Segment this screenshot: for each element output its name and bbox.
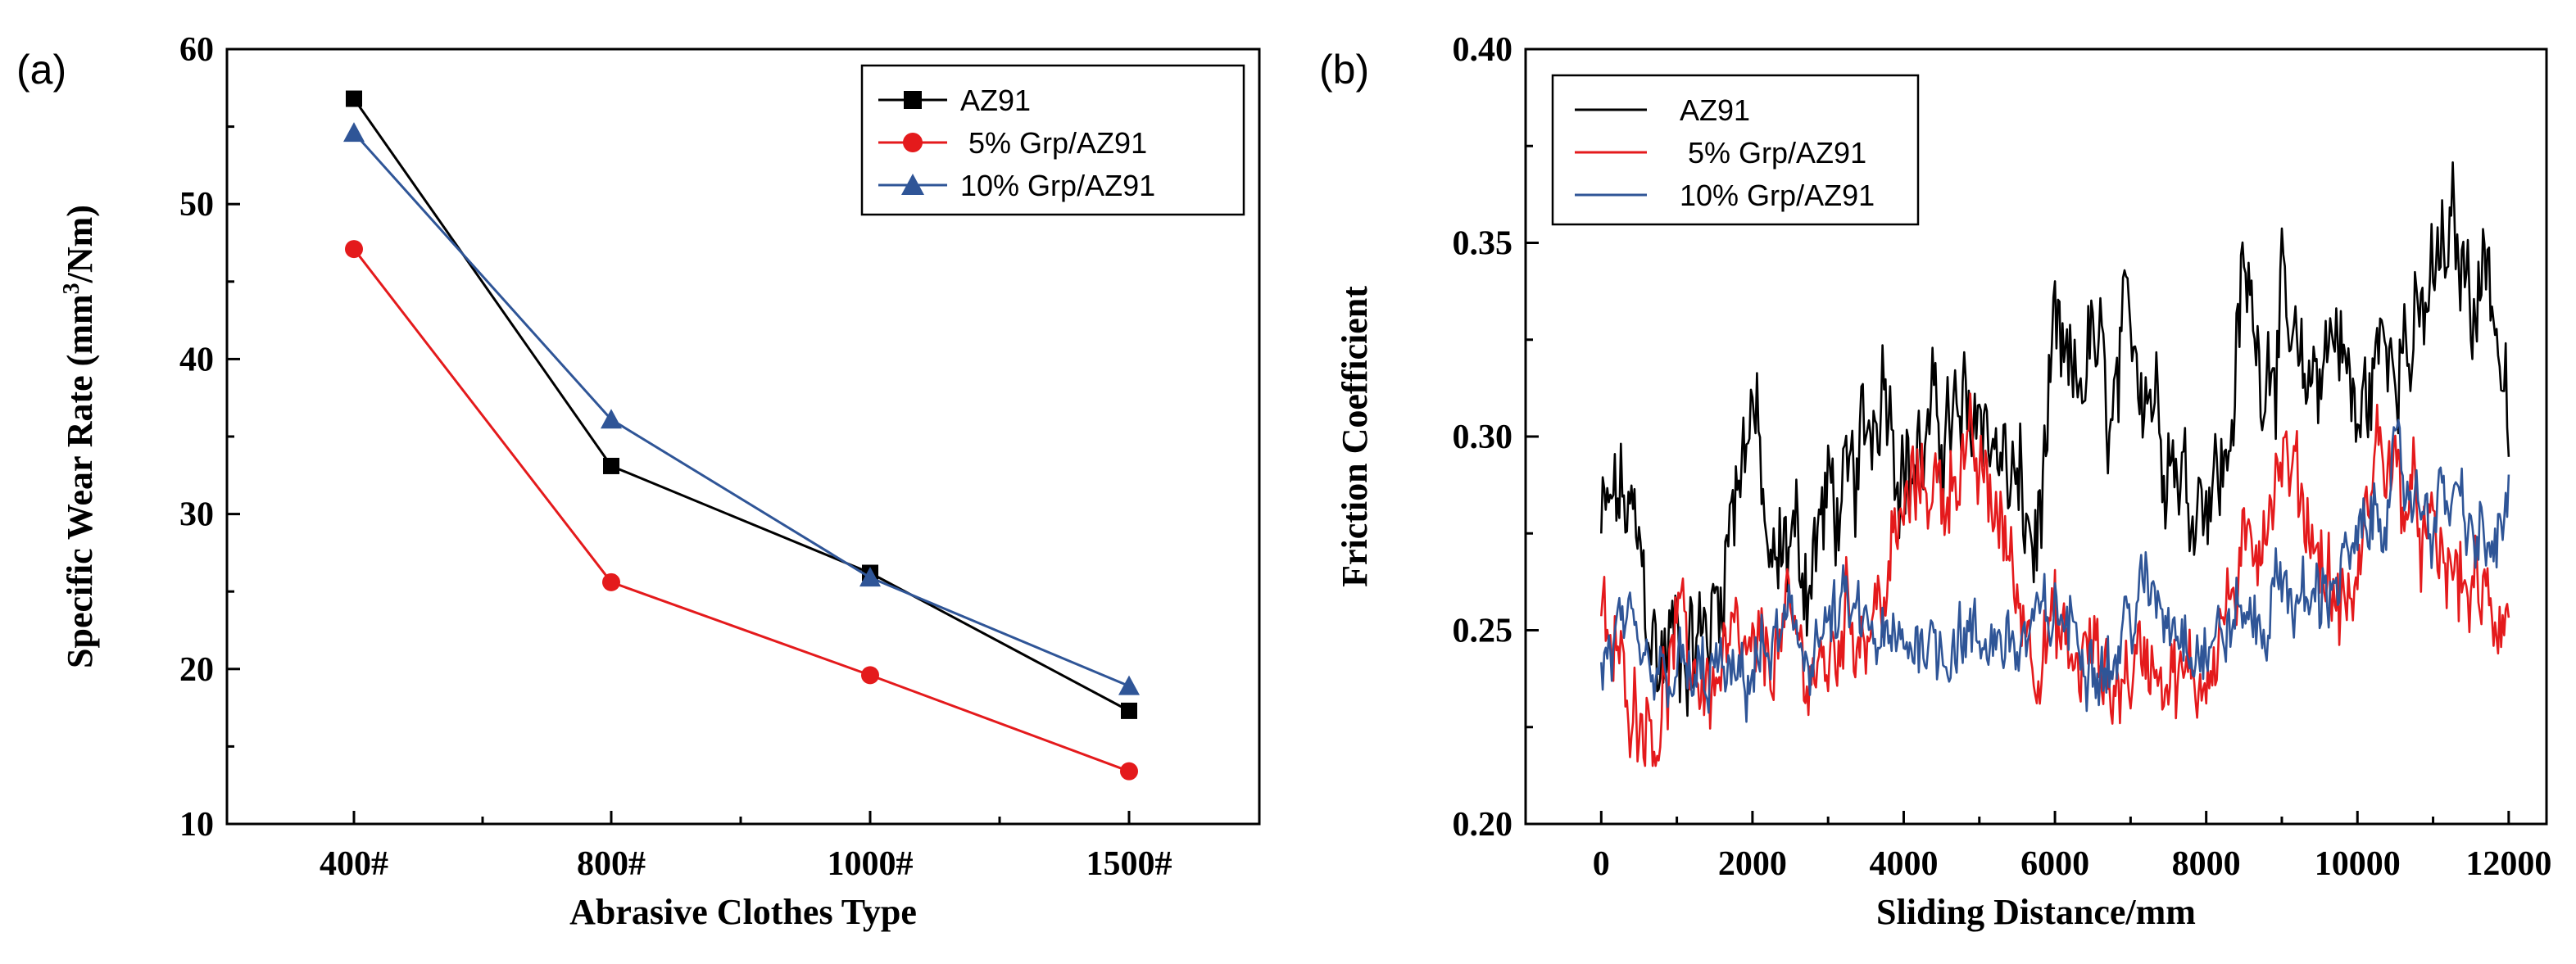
legend-marker-5pct: [903, 133, 923, 152]
panel-b-series: [1600, 161, 2510, 767]
a-point-az91-1500: [1121, 702, 1137, 719]
legend-text-az91: AZ91: [960, 84, 1031, 117]
legend-text-5pct: 5% Grp/AZ91: [960, 126, 1147, 160]
a-series-line-10-grp-az91: [352, 132, 1130, 687]
legend-marker-az91: [904, 91, 922, 109]
panel-b-x-tick-labels: 0 2000 4000 6000 8000 10000 12000: [1593, 845, 2552, 883]
b-x-tick-label-0: 0: [1593, 845, 1610, 883]
a-point-5-grp-az91-1000: [861, 666, 879, 685]
b-x-tick-label-4: 8000: [2172, 845, 2241, 883]
a-x-tick-label-1000: 1000#: [828, 845, 914, 883]
panel-a-y-axis-title: Specific Wear Rate (mm3/Nm): [59, 205, 100, 668]
legend-entry-az91: AZ91: [878, 84, 1031, 117]
panel-a-wear-rate-chart: (a) 10 20 30 40 50 60 400# 800# 1000# 1500# Abra…: [16, 31, 1261, 932]
panel-a-x-tick-labels: 400# 800# 1000# 1500#: [320, 845, 1172, 883]
a-point-5-grp-az91-800: [602, 573, 620, 591]
b-series-line-az91: [1600, 161, 2510, 717]
panel-b-x-axis-title: Sliding Distance/mm: [1876, 892, 2196, 932]
legend-text-10pct: 10% Grp/AZ91: [960, 169, 1155, 202]
panel-a-label: (a): [16, 47, 66, 93]
panel-a-y-title-end: /Nm): [60, 205, 100, 283]
a-point-5-grp-az91-400: [345, 240, 363, 259]
b-x-tick-label-3: 6000: [2020, 845, 2089, 883]
a-y-tick-label-4: 50: [179, 186, 214, 224]
a-point-az91-400: [346, 90, 362, 107]
panel-a-y-tick-labels: 10 20 30 40 50 60: [179, 31, 214, 844]
b-x-tick-label-2: 4000: [1869, 845, 1938, 883]
legend-entry-10pct: 10% Grp/AZ91: [878, 169, 1155, 202]
a-y-tick-label-1: 20: [179, 651, 214, 689]
b-y-tick-label-0: 0.20: [1453, 806, 1513, 844]
panel-a-plot-frame: [225, 48, 1261, 826]
panel-b-friction-chart: (b) 0.20 0.25 0.30 0.35 0.40 0 2000 4000 6000 80…: [1319, 31, 2551, 932]
a-series-line-5-grp-az91: [352, 248, 1130, 773]
legend-b-entry-10pct: 10% Grp/AZ91: [1575, 179, 1875, 212]
a-point-10-grp-az91-400: [343, 122, 365, 143]
panel-a-y-title-sup: 3: [59, 283, 84, 294]
legend-entry-5pct: 5% Grp/AZ91: [878, 126, 1147, 160]
legend-b-entry-5pct: 5% Grp/AZ91: [1575, 136, 1866, 170]
legend-b-text-10pct: 10% Grp/AZ91: [1680, 179, 1875, 212]
b-y-tick-label-3: 0.35: [1453, 225, 1513, 263]
b-y-tick-label-2: 0.30: [1453, 419, 1513, 456]
legend-b-text-az91: AZ91: [1680, 93, 1750, 127]
panel-b-y-axis-title: Friction Coefficient: [1335, 286, 1375, 587]
legend-b-entry-az91: AZ91: [1575, 93, 1750, 127]
a-y-tick-label-3: 40: [179, 341, 214, 378]
a-series-line-az91: [352, 97, 1130, 713]
a-point-10-grp-az91-1000: [859, 567, 881, 587]
a-point-10-grp-az91-1500: [1118, 675, 1140, 695]
b-x-tick-label-6: 12000: [2465, 845, 2551, 883]
legend-b-text-5pct: 5% Grp/AZ91: [1680, 136, 1866, 170]
a-point-az91-800: [603, 457, 619, 474]
b-x-tick-label-5: 10000: [2315, 845, 2401, 883]
panel-a-legend: AZ91 5% Grp/AZ91 10% Grp/AZ91: [860, 64, 1245, 216]
a-y-tick-label-2: 30: [179, 496, 214, 534]
panel-b-legend: AZ91 5% Grp/AZ91 10% Grp/AZ91: [1551, 74, 1920, 226]
a-x-tick-label-400: 400#: [320, 845, 388, 883]
panel-a-series: [343, 90, 1140, 781]
a-y-tick-label-5: 60: [179, 31, 214, 69]
b-series-line-10-grp-az91: [1600, 419, 2510, 723]
a-point-10-grp-az91-800: [601, 409, 622, 429]
a-x-tick-label-1500: 1500#: [1086, 845, 1172, 883]
panel-a-legend-box: [860, 64, 1245, 216]
panel-a-y-title-main: Specific Wear Rate (mm: [60, 294, 100, 668]
b-x-tick-label-1: 2000: [1718, 845, 1787, 883]
b-y-tick-label-4: 0.40: [1453, 31, 1513, 69]
a-x-tick-label-800: 800#: [577, 845, 646, 883]
panel-b-y-tick-labels: 0.20 0.25 0.30 0.35 0.40: [1453, 31, 1513, 844]
panel-a-x-axis-title: Abrasive Clothes Type: [569, 892, 917, 932]
panel-b-legend-box: [1551, 74, 1920, 226]
legend-marker-10pct: [901, 174, 924, 195]
panel-b-label: (b): [1319, 47, 1369, 93]
b-y-tick-label-1: 0.25: [1453, 613, 1513, 650]
a-y-tick-label-0: 10: [179, 806, 214, 844]
panel-b-plot-frame: [1524, 48, 2548, 826]
b-series-line-5-grp-az91: [1600, 392, 2510, 767]
a-point-5-grp-az91-1500: [1120, 762, 1138, 781]
